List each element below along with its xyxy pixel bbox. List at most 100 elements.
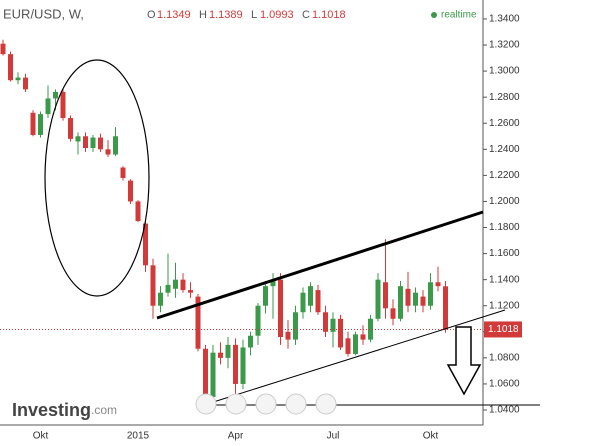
x-tick-label: Okt: [33, 431, 49, 442]
ohlc-value: 1.1389: [209, 9, 243, 21]
candle-body: [0, 43, 6, 55]
y-tick-label: 1.2600: [489, 118, 520, 129]
candle-body: [360, 334, 366, 340]
candle-body: [188, 290, 193, 293]
candle-body: [278, 279, 283, 338]
nav-button[interactable]: [285, 393, 307, 415]
candle-body: [90, 137, 96, 148]
ohlc-label: O: [147, 9, 156, 21]
y-tick-label: 1.0600: [489, 379, 520, 390]
y-tick-label: 1.3400: [489, 14, 520, 25]
price-label: 1.1018: [488, 324, 519, 335]
nav-button[interactable]: [255, 393, 277, 415]
candle-body: [233, 344, 238, 384]
candle-body: [210, 352, 216, 397]
candle-body: [345, 338, 351, 354]
x-tick-label: Jul: [327, 431, 340, 442]
candle-body: [443, 286, 448, 330]
chart-title: EUR/USD, W,: [3, 6, 84, 21]
y-tick-label: 1.2200: [489, 170, 520, 181]
nav-buttons[interactable]: [195, 393, 337, 415]
candle-body: [150, 265, 156, 306]
candle-body: [158, 292, 163, 306]
candle-body: [8, 54, 13, 81]
candle-body: [338, 318, 343, 348]
candle-body: [23, 77, 28, 90]
y-tick-label: 1.0800: [489, 353, 520, 364]
x-tick-label: 2015: [127, 431, 150, 442]
candle-body: [315, 290, 321, 313]
ohlc-label: L: [251, 9, 257, 21]
candle-body: [248, 335, 253, 348]
candle-body: [105, 149, 111, 155]
x-tick-label: Apr: [228, 431, 244, 442]
candle-body: [390, 308, 396, 319]
candle-body: [120, 167, 126, 178]
candle-body: [375, 279, 381, 319]
candle-body: [53, 91, 58, 99]
candle-body: [383, 282, 388, 309]
candle-body: [308, 286, 313, 306]
candle-body: [60, 91, 66, 119]
candle-body: [330, 318, 336, 332]
y-tick-label: 1.2400: [489, 144, 520, 155]
candle-body: [293, 312, 298, 340]
ohlc-value: 1.0993: [260, 9, 294, 21]
status: realtime: [441, 10, 477, 21]
candle-body: [218, 352, 223, 358]
candle-body: [225, 344, 231, 358]
candle-body: [413, 292, 418, 306]
candle-body: [203, 348, 208, 397]
candle-body: [38, 114, 43, 135]
ohlc-value: 1.1018: [312, 9, 346, 21]
down-arrow: [446, 326, 482, 396]
brand: Investing.com: [12, 400, 117, 420]
nav-button[interactable]: [225, 393, 247, 415]
candle-body: [405, 288, 411, 306]
ellipse-drawing: [44, 59, 150, 297]
y-tick-label: 1.1400: [489, 274, 520, 285]
y-tick-label: 1.3200: [489, 40, 520, 51]
candle-body: [263, 286, 268, 306]
candle-body: [45, 98, 51, 115]
candle-body: [83, 136, 88, 148]
y-tick-label: 1.1600: [489, 248, 520, 259]
candle-body: [173, 279, 178, 289]
brand-name: Investing: [12, 400, 91, 420]
candle-body: [143, 223, 148, 266]
candle-body: [420, 296, 426, 306]
ohlc-label: H: [199, 9, 207, 21]
candle-body: [368, 318, 373, 340]
candle-body: [435, 282, 441, 287]
y-tick-label: 1.1800: [489, 222, 520, 233]
candle-body: [270, 279, 276, 287]
y-tick-label: 1.1200: [489, 300, 520, 311]
y-tick-label: 1.3000: [489, 66, 520, 77]
candle-body: [323, 312, 328, 332]
candle-body: [195, 296, 201, 349]
candle-body: [180, 279, 186, 291]
nav-button[interactable]: [315, 393, 337, 415]
ohlc-value: 1.1349: [157, 9, 191, 21]
lower-trend-line: [206, 309, 506, 405]
candle-body: [30, 112, 36, 135]
status-dot: [431, 12, 437, 18]
candle-body: [98, 137, 103, 150]
y-tick-label: 1.2800: [489, 92, 520, 103]
candle-body: [255, 305, 261, 336]
candle-body: [428, 282, 433, 306]
x-tick-label: Okt: [423, 431, 439, 442]
candle-body: [75, 136, 81, 142]
candle-body: [398, 286, 403, 319]
brand-suffix: .com: [91, 403, 117, 417]
candle-body: [300, 292, 306, 313]
candle-body: [128, 180, 133, 202]
price-label-box: [484, 321, 522, 338]
candle-body: [285, 331, 291, 340]
nav-button[interactable]: [195, 393, 217, 415]
candle-body: [240, 347, 246, 384]
y-tick-label: 1.0400: [489, 405, 520, 416]
candle-body: [113, 136, 118, 155]
